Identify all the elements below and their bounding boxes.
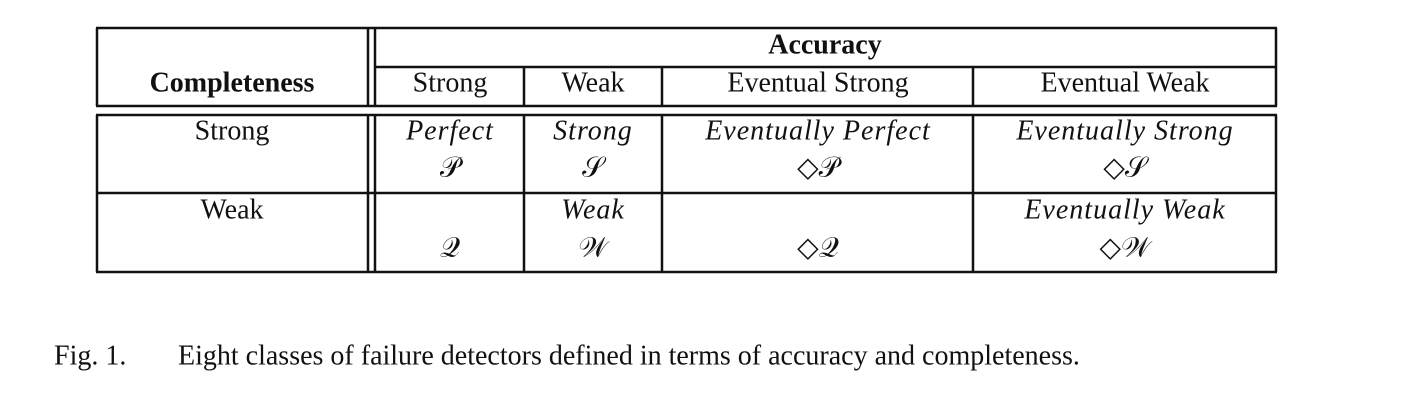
class-symbol: 𝒮	[582, 152, 607, 183]
class-symbol: 𝒫	[440, 152, 464, 183]
class-symbol: 𝒬	[440, 232, 460, 263]
column-header: Weak	[561, 67, 624, 98]
caption-text: Eight classes of failure detectors defin…	[178, 340, 1080, 371]
class-symbol: ◇𝒲	[1100, 232, 1154, 263]
class-name: Eventually Weak	[1023, 194, 1225, 225]
class-name: Eventually Perfect	[704, 115, 931, 146]
class-symbol: ◇𝒫	[797, 152, 843, 183]
row-header: Weak	[200, 194, 263, 225]
class-name: Perfect	[405, 115, 494, 146]
column-header: Eventual Strong	[727, 67, 908, 98]
caption-label: Fig. 1.	[54, 340, 126, 371]
corner-header: Completeness	[150, 67, 315, 98]
column-header: Eventual Weak	[1040, 67, 1209, 98]
class-symbol: ◇𝒬	[797, 232, 839, 263]
class-name: Eventually Strong	[1015, 115, 1233, 146]
column-header: Strong	[413, 67, 488, 98]
group-header: Accuracy	[768, 29, 882, 60]
class-name: Weak	[561, 194, 625, 225]
class-symbol: 𝒲	[578, 232, 610, 263]
class-symbol: ◇𝒮	[1103, 152, 1150, 183]
class-name: Strong	[553, 115, 633, 146]
row-header: Strong	[195, 115, 270, 146]
table-rules	[95, 26, 1278, 274]
